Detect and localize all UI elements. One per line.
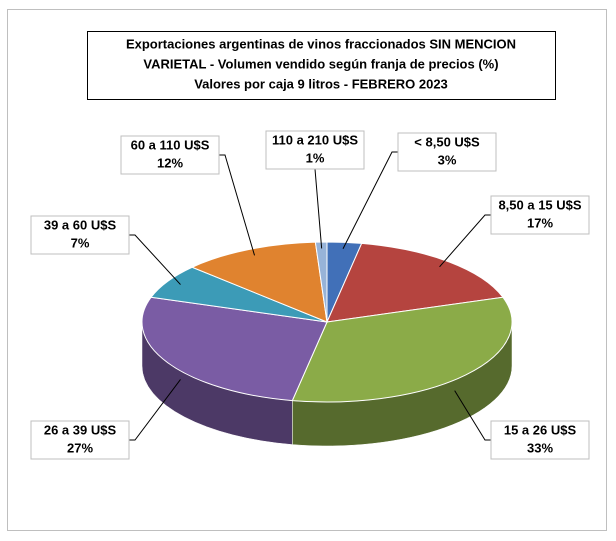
data-label: 3%: [438, 152, 457, 167]
label-box: [490, 420, 590, 460]
data-label: 27%: [67, 440, 93, 455]
label-box: [397, 132, 497, 172]
data-label: 17%: [527, 215, 553, 230]
slice: [326, 242, 504, 323]
leader-line: [314, 168, 323, 249]
leader-line: [342, 151, 398, 249]
data-label-name: 15 a 26 U$S: [504, 422, 577, 437]
data-label: 1%: [306, 150, 325, 165]
data-label: 7%: [71, 235, 90, 250]
data-label-name: 39 a 60 U$S: [44, 217, 117, 232]
slice: [291, 296, 513, 403]
leader-line: [129, 379, 181, 441]
label-box: [30, 215, 130, 255]
leader-line: [219, 154, 256, 256]
data-label-name: 60 a 110 U$S: [131, 137, 210, 152]
chart-title: Valores por caja 9 litros - FEBRERO 2023: [194, 76, 448, 91]
data-label: 33%: [527, 440, 553, 455]
data-label-name: < 8,50 U$S: [414, 134, 480, 149]
label-box: [490, 195, 590, 235]
leader-line: [129, 234, 181, 285]
chart-title: Exportaciones argentinas de vinos fracci…: [126, 36, 516, 51]
label-box: [120, 135, 220, 175]
data-label: 12%: [157, 155, 183, 170]
leader-line: [439, 214, 491, 268]
data-label-name: 110 a 210 U$S: [272, 132, 358, 147]
label-box: [30, 420, 130, 460]
label-box: [265, 130, 365, 170]
slice: [190, 241, 328, 323]
leader-line: [454, 390, 491, 441]
slice: [141, 296, 328, 402]
data-label-name: 8,50 a 15 U$S: [498, 197, 581, 212]
title-box: [87, 31, 556, 100]
chart-title: VARIETAL - Volumen vendido según franja …: [143, 56, 498, 71]
data-label-name: 26 a 39 U$S: [44, 422, 117, 437]
